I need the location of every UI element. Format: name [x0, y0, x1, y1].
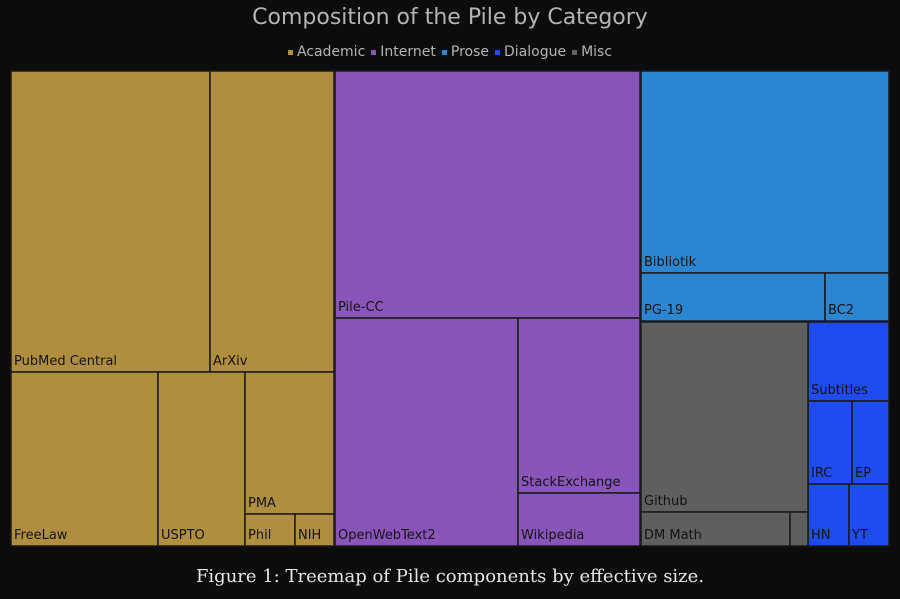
treemap-label-openwebtext2: OpenWebText2 — [338, 528, 436, 543]
treemap-tile-uspto — [157, 371, 246, 547]
treemap-tile-openwebtext2 — [334, 317, 519, 547]
treemap-label-stackexchange: StackExchange — [521, 475, 621, 490]
legend-item-internet: Internet — [371, 44, 436, 60]
figure-caption: Figure 1: Treemap of Pile components by … — [195, 566, 705, 587]
treemap-label-wikipedia: Wikipedia — [521, 528, 584, 543]
treemap-tile-pg-19 — [640, 272, 826, 322]
legend-label: Misc — [581, 44, 613, 60]
chart-legend: Academic Internet Prose Dialogue Misc — [0, 44, 900, 60]
legend-swatch — [572, 49, 578, 55]
treemap-tile-pile-cc — [334, 70, 641, 319]
legend-item-prose: Prose — [441, 44, 489, 60]
treemap-tile-stackexchange — [517, 317, 641, 494]
treemap-label-nih: NIH — [298, 528, 321, 543]
treemap-label-pma: PMA — [248, 496, 276, 511]
treemap-label-pubmed-central: PubMed Central — [14, 354, 117, 369]
legend-swatch — [371, 49, 377, 55]
treemap-tile-freelaw — [10, 371, 159, 547]
treemap-tile-ep — [851, 400, 890, 485]
treemap-label-github: Github — [644, 494, 688, 509]
treemap-label-bc2: BC2 — [828, 303, 854, 318]
treemap-tile-wikipedia — [517, 492, 641, 547]
treemap-tile-misc-other — [789, 511, 809, 547]
treemap-label-ep: EP — [855, 466, 871, 481]
treemap-tile-hn — [807, 483, 850, 547]
legend-item-dialogue: Dialogue — [495, 44, 566, 60]
treemap-tile-arxiv — [209, 70, 335, 373]
legend-label: Prose — [450, 44, 489, 60]
legend-item-misc: Misc — [572, 44, 612, 60]
treemap-label-phil: Phil — [248, 528, 271, 543]
treemap-label-arxiv: ArXiv — [213, 354, 248, 369]
treemap-label-pg-19: PG-19 — [644, 303, 683, 318]
treemap-label-bibliotik: Bibliotik — [644, 255, 697, 270]
treemap-label-irc: IRC — [811, 466, 832, 481]
treemap-label-freelaw: FreeLaw — [14, 528, 68, 543]
treemap-tile-bibliotik — [640, 70, 890, 274]
treemap-tile-nih — [294, 513, 335, 547]
treemap-label-hn: HN — [811, 528, 831, 543]
treemap-tile-dm-math — [640, 511, 791, 547]
legend-item-academic: Academic — [287, 44, 366, 60]
treemap-tile-github — [640, 321, 809, 513]
treemap-label-pile-cc: Pile-CC — [338, 300, 384, 315]
legend-swatch — [441, 49, 447, 55]
treemap-tile-irc — [807, 400, 853, 485]
legend-label: Internet — [380, 44, 436, 60]
legend-label: Academic — [296, 44, 366, 60]
legend-label: Dialogue — [504, 44, 567, 60]
legend-swatch — [287, 49, 293, 55]
treemap-tile-pma — [244, 371, 335, 515]
treemap-label-uspto: USPTO — [161, 528, 205, 543]
treemap-label-dm-math: DM Math — [644, 528, 702, 543]
legend-swatch — [495, 49, 500, 55]
treemap-label-subtitles: Subtitles — [811, 383, 868, 398]
treemap-tile-yt — [848, 483, 890, 547]
chart-title: Composition of the Pile by Category — [252, 5, 648, 30]
treemap-label-yt: YT — [851, 528, 868, 543]
treemap-tile-pubmed-central — [10, 70, 211, 373]
treemap-tile-bc2 — [824, 272, 890, 322]
